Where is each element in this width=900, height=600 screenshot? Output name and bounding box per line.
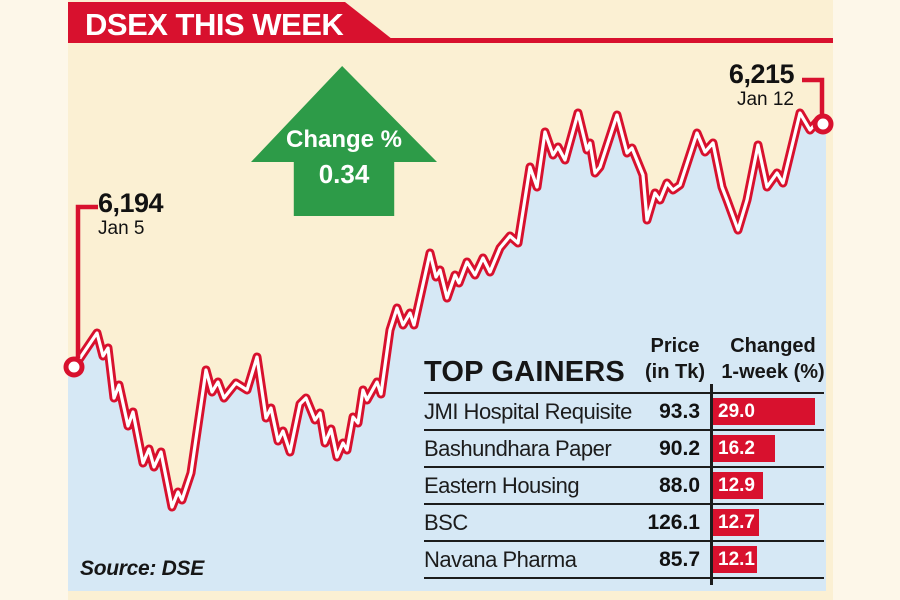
gainer-change-bar: 12.9 <box>713 472 763 499</box>
gainer-change-value: 29.0 <box>718 401 755 422</box>
gainer-change-bar: 29.0 <box>713 398 815 425</box>
gainer-name: Bashundhara Paper <box>424 436 612 461</box>
gainer-price: 93.3 <box>659 400 700 423</box>
end-callout-bracket <box>802 77 825 114</box>
area-under-line <box>68 113 826 591</box>
column-header-change: Changed 1-week (%) <box>716 333 830 385</box>
gainer-name: BSC <box>424 510 468 535</box>
gainer-change-value: 16.2 <box>718 438 755 459</box>
price-header-line1: Price <box>650 335 700 357</box>
gainer-change-value: 12.1 <box>718 549 755 570</box>
change-arrow-text: Change % 0.34 <box>251 126 437 190</box>
change-value: 0.34 <box>318 159 370 189</box>
end-value: 6,215 <box>728 59 795 89</box>
table-row: JMI Hospital Requisite 93.3 29.0 <box>424 394 824 431</box>
change-arrow: Change % 0.34 <box>251 66 437 216</box>
table-row: Navana Pharma 85.7 12.1 <box>424 542 824 579</box>
end-date: Jan 12 <box>736 89 794 111</box>
end-point-marker <box>812 113 834 135</box>
gainer-change-value: 12.7 <box>718 512 755 533</box>
gainer-name: Navana Pharma <box>424 547 577 572</box>
start-point-marker <box>63 356 85 378</box>
table-title: TOP GAINERS <box>424 356 625 388</box>
table-row: Bashundhara Paper 90.2 16.2 <box>424 431 824 468</box>
change-label: Change % <box>285 126 402 153</box>
table-rows: JMI Hospital Requisite 93.3 29.0 Bashund… <box>424 394 824 579</box>
index-line-inner <box>72 111 825 509</box>
table-row: BSC 126.1 12.7 <box>424 505 824 542</box>
top-red-rule <box>350 38 833 43</box>
end-point-label: 6,215 Jan 12 <box>698 59 795 111</box>
column-header-price: Price (in Tk) <box>637 333 713 385</box>
change-header-line1: Changed <box>730 335 816 357</box>
gainer-change-bar: 12.7 <box>713 509 759 536</box>
table-row: Eastern Housing 88.0 12.9 <box>424 468 824 505</box>
price-header-line2: (in Tk) <box>645 361 705 383</box>
change-header-line2: 1-week (%) <box>721 361 825 383</box>
source-note: Source: DSE <box>80 557 204 580</box>
gainer-change-bar: 12.1 <box>713 546 757 573</box>
gainer-price: 88.0 <box>659 474 700 497</box>
gainer-price: 85.7 <box>659 548 700 571</box>
column-divider-line <box>710 384 713 585</box>
gainer-price: 126.1 <box>647 511 700 534</box>
gainer-change-bar: 16.2 <box>713 435 775 462</box>
start-date: Jan 5 <box>98 218 145 240</box>
header-rule <box>424 392 824 394</box>
gainer-name: JMI Hospital Requisite <box>424 399 632 424</box>
start-point-label: 6,194 Jan 5 <box>98 188 164 240</box>
top-gainers-table: TOP GAINERS Price (in Tk) Changed 1-week… <box>424 330 830 590</box>
start-callout-bracket <box>75 204 98 358</box>
page-title: DSEX THIS WEEK <box>85 7 344 42</box>
start-value: 6,194 <box>98 188 164 218</box>
title-banner-shape <box>68 2 397 43</box>
gainer-price: 90.2 <box>659 437 700 460</box>
gainer-change-value: 12.9 <box>718 475 755 496</box>
gainer-name: Eastern Housing <box>424 473 580 498</box>
